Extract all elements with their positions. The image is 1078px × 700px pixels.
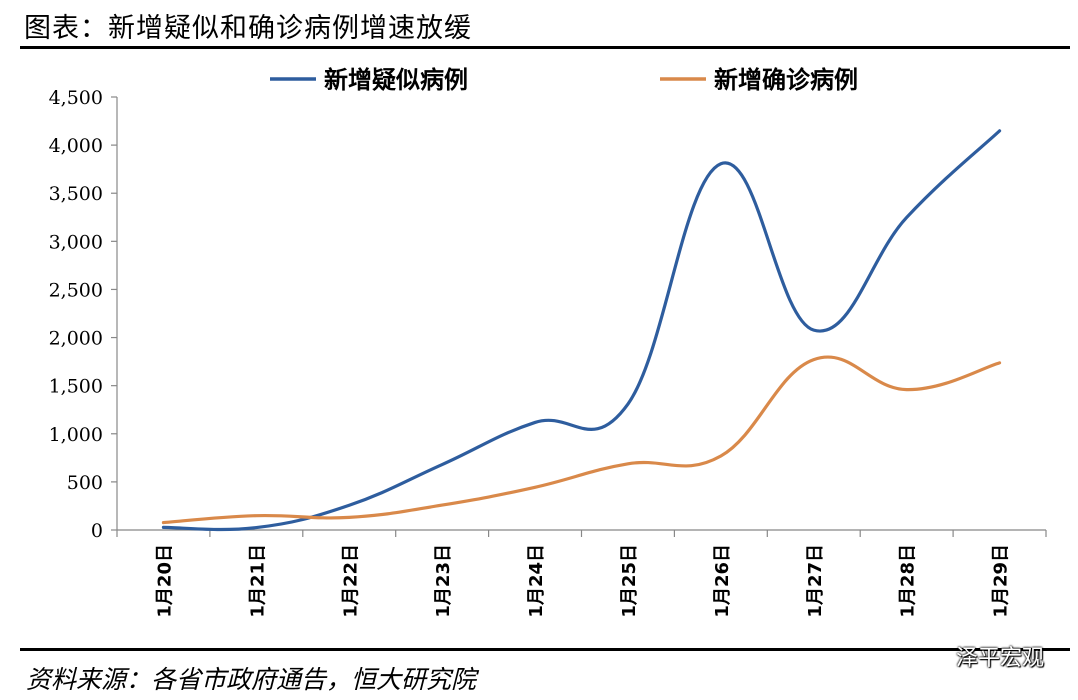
legend-label: 新增确诊病例 [714,66,858,94]
x-tick-label: 1月24日 [526,544,547,618]
watermark: 泽平宏观 [955,646,1044,671]
y-tick-label: 2,000 [49,328,103,350]
x-tick-label: 1月26日 [712,544,733,618]
chart-title: 图表：新增疑似和确诊病例增速放缓 [24,13,472,44]
x-tick-label: 1月27日 [805,544,826,618]
source-note: 资料来源：各省市政府通告，恒大研究院 [26,665,477,694]
x-tick-label: 1月22日 [340,544,361,618]
y-tick-label: 500 [67,472,103,494]
x-tick-label: 1月29日 [991,544,1012,618]
legend-label: 新增疑似病例 [324,66,468,94]
y-tick-label: 4,000 [49,135,103,157]
series-layer [161,129,1002,532]
legend: 新增疑似病例 新增确诊病例 [270,66,858,94]
y-tick-label: 4,500 [49,87,103,109]
y-tick-label: 1,000 [49,424,103,446]
x-tick-label: 1月21日 [247,544,268,618]
x-tick-label: 1月28日 [898,544,919,618]
series-line-confirmed [161,355,1002,525]
y-tick-label: 1,500 [49,376,103,398]
y-tick-label: 3,500 [49,183,103,205]
x-tick-label: 1月20日 [154,544,175,618]
y-tick-label: 0 [91,520,103,542]
y-tick-label: 3,000 [49,231,103,253]
axes: 0 500 1,000 1,500 2,000 2,500 3,000 3,500 4,000 4… [49,87,1047,618]
footer-rule [20,648,1070,651]
y-tick-label: 2,500 [49,279,103,301]
title-rule [20,46,1070,49]
x-tick-label: 1月23日 [433,544,454,618]
series-line-suspected [161,129,1002,532]
x-tick-label: 1月25日 [619,544,640,618]
